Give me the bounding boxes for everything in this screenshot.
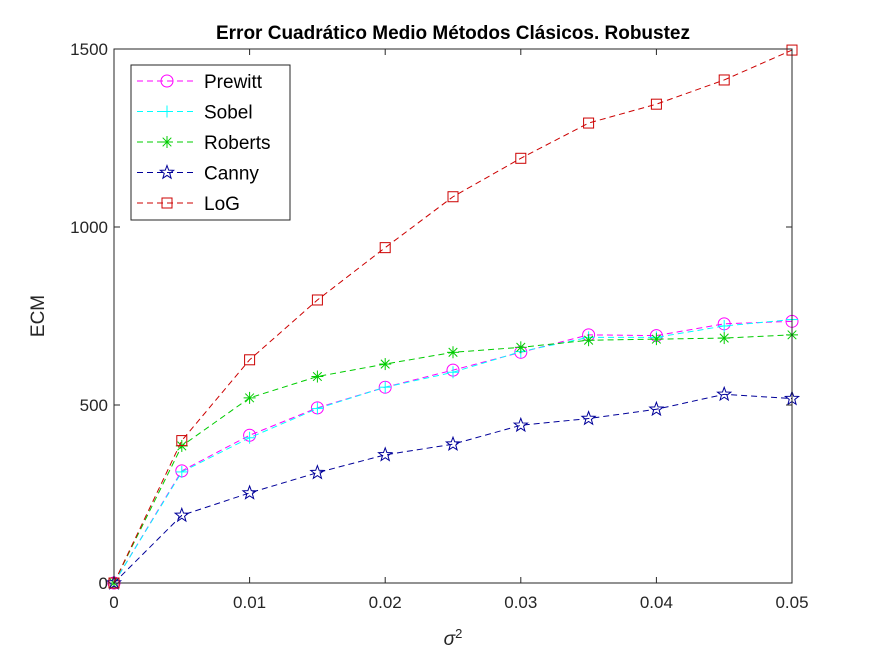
- series-layer: [105, 44, 801, 590]
- y-tick-label-0: 0: [99, 574, 108, 593]
- data-point-sobel-1: [175, 465, 188, 478]
- legend-marker-log: [161, 197, 173, 209]
- axes-frame: [113, 48, 793, 584]
- data-point-log-1: [176, 435, 188, 447]
- legend-label-roberts: Roberts: [204, 133, 271, 154]
- data-point-log-5: [447, 191, 459, 203]
- data-point-log-2: [244, 354, 256, 366]
- data-point-roberts-8: [650, 333, 663, 346]
- data-point-log-7: [583, 117, 595, 129]
- data-point-canny-4: [377, 446, 394, 462]
- data-point-roberts-2: [243, 391, 256, 404]
- data-point-sobel-9: [718, 319, 731, 332]
- data-point-canny-8: [648, 400, 665, 417]
- data-point-sobel-3: [311, 402, 324, 415]
- legend-marker-sobel: [161, 105, 173, 118]
- data-point-log-6: [515, 152, 527, 164]
- x-tick-label-0: 0: [109, 593, 118, 612]
- data-point-canny-7: [580, 410, 597, 426]
- data-point-roberts-7: [582, 334, 595, 347]
- data-point-log-8: [650, 98, 662, 110]
- data-point-sobel-5: [447, 366, 459, 379]
- y-tick-label-1: 500: [80, 396, 108, 415]
- data-point-canny-2: [241, 484, 258, 500]
- legend-marker-canny: [158, 164, 176, 180]
- legend-item-roberts: Roberts: [137, 133, 271, 154]
- data-point-roberts-4: [379, 358, 392, 371]
- data-point-roberts-3: [311, 370, 324, 383]
- data-point-roberts-9: [718, 332, 731, 345]
- legend-label-sobel: Sobel: [204, 103, 253, 124]
- data-point-roberts-6: [514, 341, 527, 354]
- legend-item-log: LoG: [137, 194, 240, 215]
- x-tick-label-3: 0.03: [504, 593, 537, 612]
- x-tick-label-2: 0.02: [369, 593, 402, 612]
- legend-item-prewitt: Prewitt: [137, 72, 263, 93]
- y-tick-label-3: 1500: [70, 40, 108, 59]
- legend-label-prewitt: Prewitt: [204, 72, 263, 93]
- ticks-layer: 0 0.01 0.02 0.03 0.04 0.05 0 500 1000 1500: [70, 40, 808, 612]
- data-point-canny-1: [173, 506, 190, 523]
- y-axis-label: ECM: [28, 295, 49, 337]
- data-point-log-3: [311, 294, 323, 306]
- data-point-sobel-4: [379, 381, 392, 394]
- series-line-log: [113, 49, 793, 584]
- series-sobel: [108, 313, 798, 589]
- legend-item-sobel: Sobel: [137, 103, 253, 124]
- x-tick-label-4: 0.04: [640, 593, 673, 612]
- x-axis-label: σ2: [444, 626, 463, 651]
- data-point-canny-5: [444, 435, 462, 451]
- data-point-log-4: [379, 242, 391, 254]
- legend-marker-roberts: [161, 136, 173, 148]
- data-point-roberts-5: [447, 346, 459, 359]
- legend-item-canny: Canny: [137, 164, 259, 185]
- data-point-canny-9: [716, 385, 733, 402]
- data-point-sobel-2: [243, 431, 256, 444]
- legend-label-log: LoG: [204, 194, 240, 215]
- x-tick-label-5: 0.05: [775, 593, 808, 612]
- x-axis-label-superscript: 2: [455, 626, 462, 641]
- data-point-canny-3: [309, 464, 326, 480]
- series-line-canny: [113, 393, 793, 584]
- data-point-log-9: [718, 74, 730, 86]
- legend: Prewitt Sobel Roberts Canny LoG: [130, 64, 291, 221]
- x-tick-label-1: 0.01: [233, 593, 266, 612]
- legend-marker-prewitt: [160, 74, 174, 88]
- series-log: [108, 44, 798, 589]
- legend-entries: Prewitt Sobel Roberts Canny LoG: [137, 72, 271, 215]
- y-tick-label-2: 1000: [70, 218, 108, 237]
- legend-label-canny: Canny: [204, 164, 259, 185]
- data-point-canny-6: [512, 416, 529, 433]
- x-axis-label-symbol: σ: [444, 629, 457, 650]
- chart-title: Error Cuadrático Medio Métodos Clásicos.…: [216, 23, 690, 44]
